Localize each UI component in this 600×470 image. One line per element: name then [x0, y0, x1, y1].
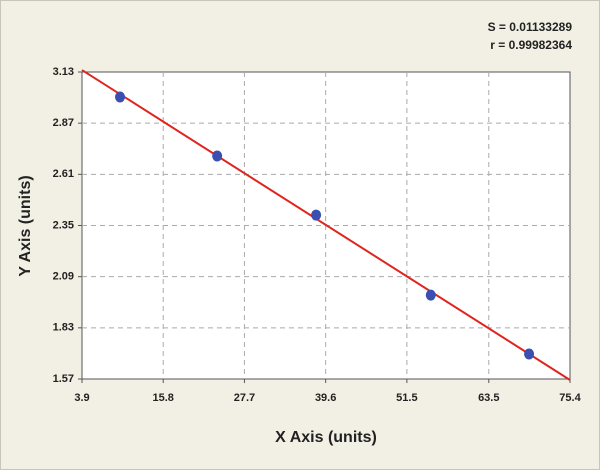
annotation: r = 0.99982364	[490, 38, 572, 52]
x-axis-label: X Axis (units)	[275, 429, 377, 446]
x-tick-label: 27.7	[234, 392, 255, 404]
y-axis-label: Y Axis (units)	[17, 175, 34, 276]
x-tick-label: 15.8	[153, 392, 174, 404]
x-tick-label: 63.5	[478, 392, 499, 404]
y-tick-label: 2.09	[53, 271, 74, 283]
y-tick-label: 3.13	[53, 66, 74, 78]
data-point	[212, 150, 223, 162]
x-tick-label: 3.9	[74, 392, 89, 404]
data-point	[425, 289, 436, 301]
x-tick-label: 39.6	[315, 392, 336, 404]
annotation: S = 0.01133289	[488, 20, 573, 34]
data-point	[524, 348, 535, 360]
data-point	[311, 209, 322, 221]
y-tick-label: 2.61	[53, 168, 74, 180]
y-tick-label: 2.87	[53, 117, 74, 129]
x-tick-label: 75.4	[559, 392, 581, 404]
y-tick-label: 1.83	[53, 322, 74, 334]
x-tick-label: 51.5	[396, 392, 417, 404]
y-tick-label: 2.35	[53, 219, 74, 231]
fit-line	[81, 69, 571, 381]
y-tick-label: 1.57	[53, 373, 74, 385]
data-point	[115, 91, 126, 103]
